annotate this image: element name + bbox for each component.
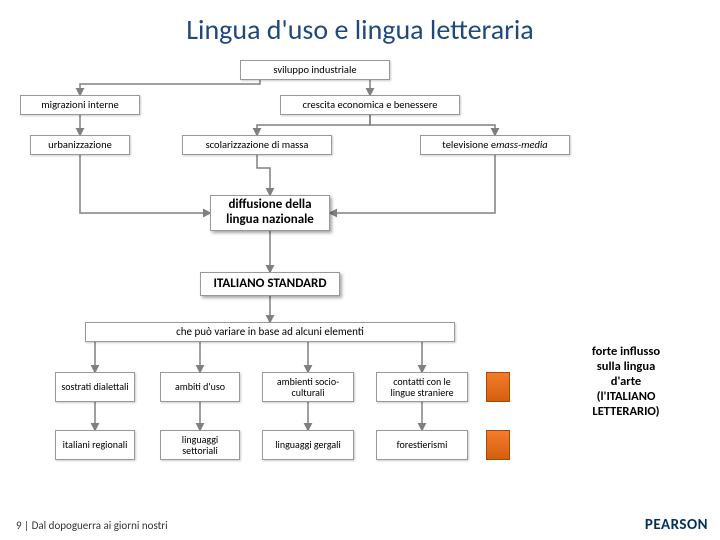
node-ambienti: ambienti socio-culturali <box>262 372 354 402</box>
accent-block-1 <box>486 430 510 460</box>
node-urban: urbanizzazione <box>30 135 130 155</box>
footer: 9 | Dal dopoguerra ai giorni nostri PEAR… <box>0 514 720 540</box>
footer-brand: PEARSON <box>645 516 708 534</box>
node-crescita: crescita economica e benessere <box>280 95 460 115</box>
page-title: Lingua d'uso e lingua letteraria <box>0 12 720 47</box>
node-ambiti: ambiti d'uso <box>160 372 240 402</box>
node-standard: ITALIANO STANDARD <box>200 272 340 296</box>
node-sviluppo: sviluppo industriale <box>240 60 390 80</box>
node-gergali: linguaggi gergali <box>262 430 354 460</box>
node-diffusione: diffusione della lingua nazionale <box>210 195 330 231</box>
node-tele: televisione e mass-media <box>420 135 570 155</box>
node-varia: che può variare in base ad alcuni elemen… <box>85 322 455 342</box>
node-settoriali: linguaggi settoriali <box>160 430 240 460</box>
node-migrazioni: migrazioni interne <box>20 95 140 115</box>
side-influence-text: forte influssosulla linguad'arte(l'ITALI… <box>556 344 696 419</box>
node-contatti: contatti con le lingue straniere <box>376 372 468 402</box>
node-forest: forestierismi <box>376 430 468 460</box>
node-sostrati: sostrati dialettali <box>55 372 135 402</box>
footer-page: 9 | Dal dopoguerra ai giorni nostri <box>16 519 168 532</box>
node-italiani: italiani regionali <box>55 430 135 460</box>
accent-block-0 <box>486 372 510 402</box>
node-scolar: scolarizzazione di massa <box>182 135 332 155</box>
